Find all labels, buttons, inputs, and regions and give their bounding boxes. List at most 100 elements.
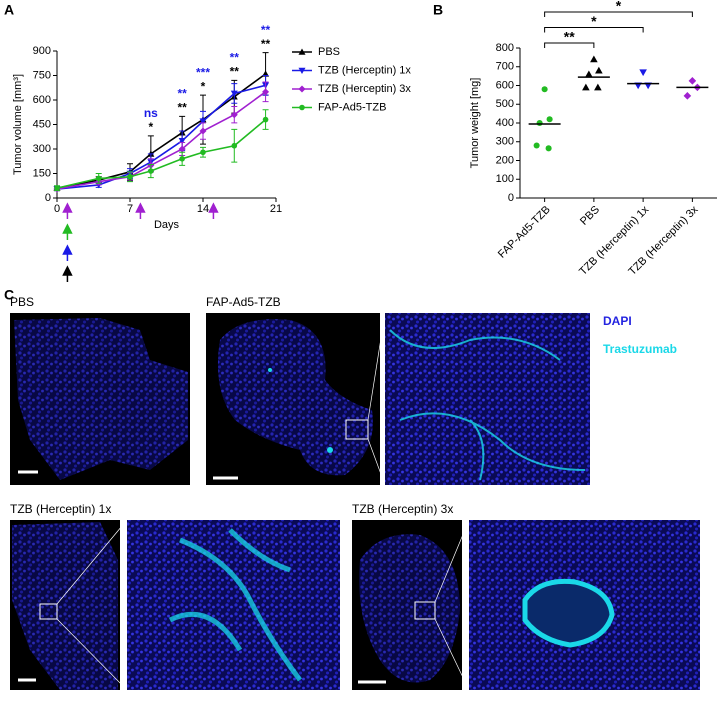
marker <box>178 145 186 153</box>
significance: ** <box>230 65 240 79</box>
image-label: PBS <box>10 295 34 309</box>
y-tick-label: 300 <box>33 143 51 155</box>
zoom-line <box>434 618 470 691</box>
image-label: TZB (Herceptin) 1x <box>10 502 111 516</box>
marker <box>595 66 603 74</box>
bracket <box>544 11 693 17</box>
x-tick-label: PBS <box>578 204 602 228</box>
x-tick-label: FAP-Ad5-TZB <box>496 204 553 261</box>
dosing-arrow <box>62 265 73 282</box>
marker <box>178 138 186 145</box>
y-tick-label: 600 <box>33 94 51 106</box>
y-tick-label: 900 <box>33 45 51 57</box>
marker <box>231 142 238 149</box>
marker <box>533 142 540 149</box>
zoom-line <box>367 438 386 486</box>
series-line <box>56 118 267 189</box>
bracket <box>544 42 595 48</box>
panel-letter: C <box>4 287 14 303</box>
signal <box>522 578 615 648</box>
marker <box>298 67 306 74</box>
y-tick-label: 0 <box>508 192 514 204</box>
dosing-arrow <box>62 244 73 261</box>
zoom-line <box>367 312 386 421</box>
y-tick-label: 400 <box>496 117 514 129</box>
marker <box>546 116 553 123</box>
significance: ** <box>177 101 187 115</box>
legend-label: TZB (Herceptin) 1x <box>318 64 411 76</box>
dosing-arrow <box>62 223 73 240</box>
y-tick-label: 200 <box>496 154 514 166</box>
series-line <box>56 84 266 190</box>
zoom-line <box>434 519 470 603</box>
marker <box>199 127 207 135</box>
signal <box>327 447 333 453</box>
significance: * <box>591 13 597 29</box>
zoom-image <box>385 313 590 485</box>
y-tick-label: 600 <box>496 79 514 91</box>
x-tick-label: 0 <box>54 203 60 215</box>
y-tick-label: 300 <box>496 136 514 148</box>
micrographs: PBS FAP-Ad5-TZB TZB (Herceptin) 1x TZB (… <box>10 295 700 691</box>
significance: * <box>616 0 622 14</box>
signal <box>268 368 272 372</box>
channel-label: DAPI <box>603 314 632 328</box>
marker <box>200 149 206 156</box>
zoom-box <box>414 601 436 620</box>
y-tick-label: 150 <box>33 167 51 179</box>
panel-letter: B <box>433 2 443 18</box>
marker <box>545 145 552 152</box>
significance: ** <box>230 51 240 65</box>
y-axis-label: Tumor weight [mg] <box>469 78 481 169</box>
y-tick-label: 800 <box>496 42 514 54</box>
marker <box>582 83 590 91</box>
tissue <box>12 522 118 690</box>
image-label: FAP-Ad5-TZB <box>206 295 281 309</box>
legend-label: PBS <box>318 46 340 58</box>
significance: * <box>201 79 206 93</box>
significance: ** <box>261 37 271 51</box>
zoom-box <box>345 419 369 440</box>
tissue <box>217 319 373 476</box>
marker <box>585 70 593 78</box>
series-line <box>56 91 267 190</box>
dosing-arrow <box>62 202 73 219</box>
signal <box>389 329 586 481</box>
marker <box>230 90 238 97</box>
marker <box>298 48 306 55</box>
marker <box>262 88 270 96</box>
zoom-image <box>127 520 340 690</box>
marker <box>262 116 269 123</box>
x-axis-label: Days <box>154 219 180 231</box>
marker <box>299 104 305 111</box>
y-tick-label: 450 <box>33 118 51 130</box>
marker <box>179 156 185 162</box>
y-tick-label: 750 <box>33 69 51 81</box>
zoom-line <box>56 519 128 605</box>
y-tick-label: 700 <box>496 61 514 73</box>
x-tick-label: 14 <box>197 203 209 215</box>
legend-label: TZB (Herceptin) 3x <box>318 83 411 95</box>
y-tick-label: 100 <box>496 173 514 185</box>
channel-label: Trastuzumab <box>603 342 677 356</box>
legend-label: FAP-Ad5-TZB <box>318 101 386 113</box>
marker <box>148 168 154 174</box>
marker <box>199 118 207 125</box>
signal <box>168 528 303 682</box>
y-axis-label: Tumor volume [mm³] <box>12 74 24 175</box>
marker <box>95 175 102 182</box>
x-tick-label: 21 <box>270 203 282 215</box>
zoom-box <box>39 603 58 620</box>
y-tick-label: 500 <box>496 98 514 110</box>
marker <box>541 86 548 93</box>
panel-letter: A <box>4 2 14 18</box>
marker <box>536 119 543 127</box>
image-label: TZB (Herceptin) 3x <box>352 502 453 516</box>
y-tick-label: 0 <box>45 192 51 204</box>
significance: * <box>149 120 154 134</box>
marker <box>590 55 598 63</box>
marker <box>230 111 238 119</box>
significance: ** <box>564 29 575 45</box>
significance: ** <box>177 87 187 101</box>
marker <box>683 92 692 100</box>
